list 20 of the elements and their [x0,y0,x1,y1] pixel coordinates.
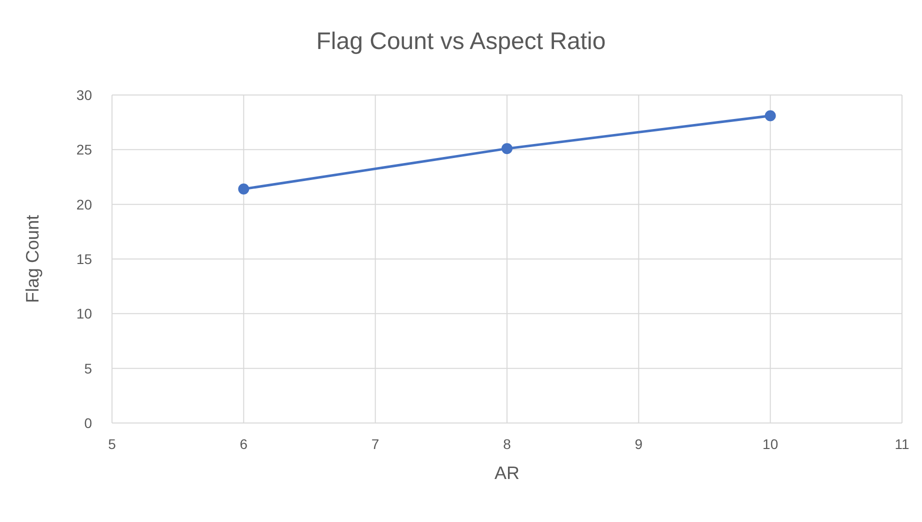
y-tick-label: 20 [76,196,92,212]
x-tick-label: 11 [894,436,910,452]
x-tick-label: 10 [762,436,778,452]
y-tick-label: 10 [76,306,92,322]
y-tick-label: 5 [84,360,92,376]
point [238,184,250,195]
x-tick-label: 9 [634,436,643,452]
x-axis-title: AR [494,463,520,483]
chart-title: Flag Count vs Aspect Ratio [315,28,607,56]
y-axis-title: Flag Count [22,214,42,304]
x-tick-label: 8 [503,436,512,452]
point [502,143,512,154]
x-tick-label: 6 [240,436,248,452]
point [764,110,776,122]
y-tick-label: 15 [76,250,92,267]
x-tick-label: 5 [108,436,116,452]
x-tick-label: 7 [371,436,380,452]
y-tick-label: 0 [84,414,92,431]
y-tick-label: 30 [76,86,92,103]
y-tick-label: 25 [76,142,92,158]
